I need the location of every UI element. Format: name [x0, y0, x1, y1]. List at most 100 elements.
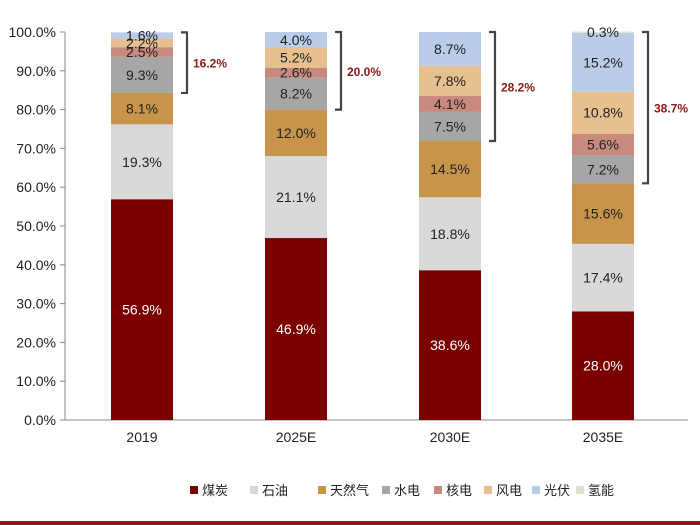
- bar-segment: [111, 38, 173, 48]
- legend-label: 水电: [394, 483, 420, 498]
- bar-segment: [265, 156, 327, 239]
- legend-label: 氢能: [588, 483, 614, 498]
- legend-label: 煤炭: [202, 483, 228, 498]
- bracket: [489, 30, 497, 143]
- legend-swatch: [250, 486, 258, 494]
- y-tick-label: 50.0%: [16, 218, 56, 234]
- y-tick-label: 20.0%: [16, 334, 56, 350]
- data-label: 5.2%: [280, 50, 312, 66]
- bar-segment: [111, 92, 173, 125]
- data-label: 38.6%: [430, 337, 470, 353]
- data-label: 2.2%: [126, 35, 158, 51]
- y-tick-label: 40.0%: [16, 257, 56, 273]
- bar-segment: [572, 311, 634, 420]
- brackets: 16.2% 20.0% 28.2% 38.7%: [181, 30, 688, 185]
- legend-swatch: [532, 486, 540, 494]
- bar-segment: [111, 56, 173, 93]
- legend-label: 光伏: [544, 483, 570, 498]
- data-label: 9.3%: [126, 67, 158, 83]
- bar-segment: [419, 141, 481, 198]
- data-label: 5.6%: [587, 137, 619, 153]
- data-label: 2.6%: [280, 65, 312, 81]
- data-label: 4.1%: [434, 96, 466, 112]
- data-label: 56.9%: [122, 302, 162, 318]
- bar-segment: [265, 77, 327, 110]
- legend-swatch: [190, 486, 198, 494]
- y-tick-label: 0.0%: [24, 412, 56, 428]
- bracket-label: 28.2%: [501, 81, 535, 95]
- legend-label: 核电: [446, 483, 472, 498]
- data-label: 12.0%: [276, 125, 316, 141]
- y-tick-label: 100.0%: [9, 24, 56, 40]
- data-label: 19.3%: [122, 154, 162, 170]
- bar-segment: [265, 32, 327, 48]
- legend-swatch: [576, 486, 584, 494]
- x-axis: 2019 2025E 2030E 2035E: [65, 419, 688, 445]
- legend: 煤炭 石油 天然气 水电 核电 风电 光伏 氢能: [190, 483, 614, 498]
- bar-segment: [572, 31, 634, 33]
- legend-label: 天然气: [330, 483, 369, 498]
- data-label: 10.8%: [583, 105, 623, 121]
- data-label: 4.0%: [280, 32, 312, 48]
- y-tick-label: 70.0%: [16, 140, 56, 156]
- bracket: [642, 30, 650, 185]
- x-tick-label: 2035E: [583, 429, 623, 445]
- bracket: [335, 30, 343, 111]
- bar-segment: [419, 270, 481, 420]
- bracket-label: 16.2%: [193, 57, 227, 71]
- bar-segment: [572, 155, 634, 184]
- data-label: 14.5%: [430, 161, 470, 177]
- y-tick-label: 80.0%: [16, 102, 56, 118]
- bracket-label: 20.0%: [347, 65, 381, 79]
- data-label: 15.6%: [583, 206, 623, 222]
- legend-swatch: [484, 486, 492, 494]
- x-tick-label: 2019: [126, 429, 157, 445]
- bar-segment: [111, 47, 173, 57]
- x-tick-label: 2025E: [276, 429, 316, 445]
- data-label: 28.0%: [583, 358, 623, 374]
- data-label: 7.5%: [434, 118, 466, 134]
- data-label: 8.7%: [434, 41, 466, 57]
- data-label: 15.2%: [583, 54, 623, 70]
- data-label: 17.4%: [583, 270, 623, 286]
- bars: 56.9% 19.3% 8.1% 9.3% 2.5%2.2%1.6% 46.9% 21.1%…: [111, 24, 634, 420]
- bar-segment: [572, 133, 634, 156]
- bracket-label: 38.7%: [654, 102, 688, 116]
- x-tick-label: 2030E: [430, 429, 470, 445]
- bar-segment: [265, 238, 327, 420]
- bar-segment: [419, 65, 481, 97]
- data-label: 2.5%: [126, 44, 158, 60]
- y-tick-label: 60.0%: [16, 179, 56, 195]
- bar-segment: [419, 96, 481, 112]
- data-label: 46.9%: [276, 321, 316, 337]
- bar-segment: [572, 32, 634, 92]
- y-tick-label: 30.0%: [16, 296, 56, 312]
- legend-swatch: [434, 486, 442, 494]
- bracket: [181, 31, 189, 95]
- data-label: 7.2%: [587, 161, 619, 177]
- y-tick-label: 90.0%: [16, 63, 56, 79]
- y-axis: 0.0% 10.0% 20.0% 30.0% 40.0% 50.0% 60.0% 70.0% 8…: [9, 24, 66, 428]
- data-label: 8.1%: [126, 101, 158, 117]
- data-label: 1.6%: [126, 27, 158, 43]
- legend-label: 风电: [496, 483, 522, 498]
- legend-swatch: [382, 486, 390, 494]
- data-label: 8.2%: [280, 86, 312, 102]
- bar-segment: [572, 243, 634, 312]
- bar-segment: [572, 183, 634, 244]
- bar-segment: [111, 32, 173, 39]
- data-label: 21.1%: [276, 189, 316, 205]
- bar-segment: [265, 67, 327, 78]
- legend-label: 石油: [262, 483, 288, 498]
- bar-segment: [265, 47, 327, 68]
- bar-segment: [572, 91, 634, 134]
- data-label: 18.8%: [430, 226, 470, 242]
- bar-segment: [265, 109, 327, 157]
- data-label: 7.8%: [434, 73, 466, 89]
- data-label: 0.3%: [587, 24, 619, 40]
- legend-swatch: [318, 486, 326, 494]
- bar-segment: [419, 197, 481, 271]
- bar-segment: [111, 124, 173, 200]
- bottom-rule: [0, 521, 700, 525]
